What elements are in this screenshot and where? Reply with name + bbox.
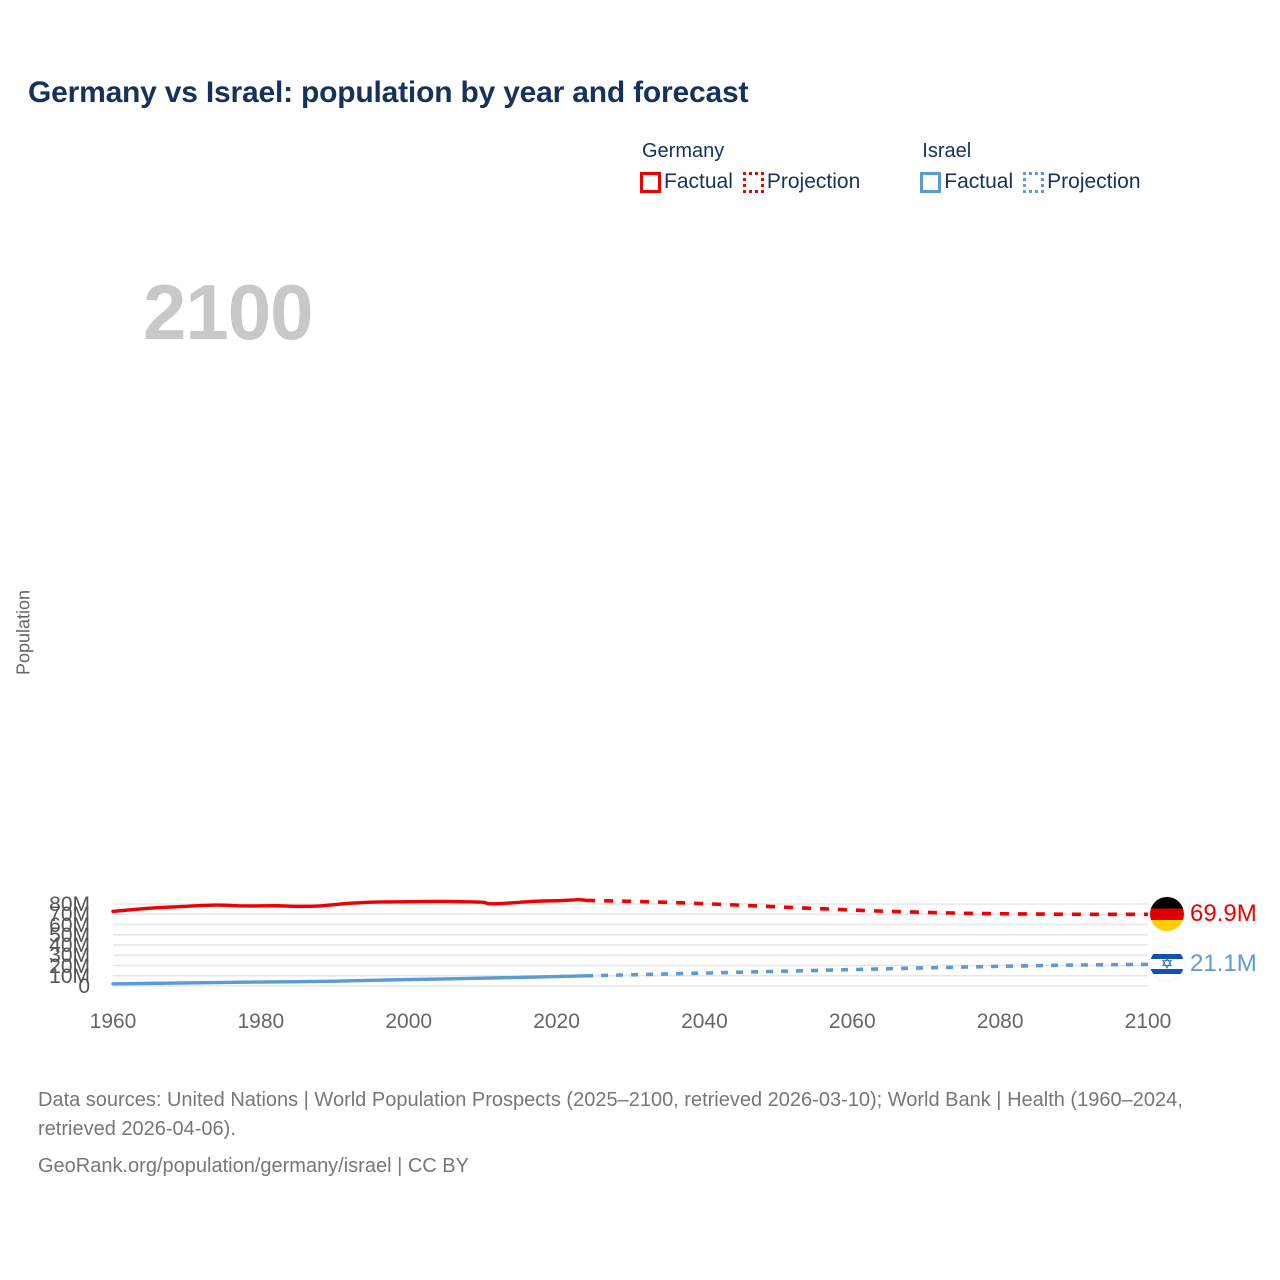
legend-item-israel-projection[interactable]: Projection — [1023, 170, 1141, 194]
israel-end-marker: ✡ 21.1M — [1150, 947, 1257, 982]
footer: Data sources: United Nations | World Pop… — [38, 1086, 1238, 1189]
israel-flag-icon: ✡ — [1150, 947, 1184, 982]
legend-country-germany: Germany — [642, 140, 725, 162]
legend-item-israel-factual[interactable]: Factual — [920, 170, 1013, 194]
x-tick-label: 2020 — [533, 1010, 580, 1033]
x-tick-label: 1960 — [89, 1010, 137, 1033]
x-tick-label: 2100 — [1124, 1010, 1172, 1033]
legend-label-germany-projection: Projection — [766, 170, 861, 193]
y-tick-label: 40M — [49, 934, 90, 957]
israel-end-value: 21.1M — [1190, 950, 1257, 978]
y-tick-label: 10M — [49, 964, 90, 988]
x-tick-label: 2060 — [828, 1010, 876, 1033]
y-tick-label: 60M — [49, 913, 90, 937]
legend-item-germany-factual[interactable]: Factual — [640, 170, 733, 194]
y-tick-label: 20M — [49, 954, 90, 978]
y-tick-label: 80M — [49, 893, 90, 916]
x-tick-label: 1980 — [237, 1010, 285, 1033]
data-sources-text: Data sources: United Nations | World Pop… — [38, 1089, 1183, 1140]
y-tick-label: 30M — [49, 944, 90, 968]
legend-country-israel: Israel — [922, 140, 972, 162]
legend-label-germany-factual: Factual — [664, 170, 733, 193]
x-tick-label: 2040 — [681, 1010, 728, 1033]
x-tick-label: 2000 — [385, 1010, 433, 1033]
germany-end-marker: 69.9M — [1150, 897, 1257, 932]
legend-group-israel: Israel Factual Projection — [920, 140, 1141, 194]
legend-label-israel-projection: Projection — [1047, 170, 1141, 193]
y-tick-label: 50M — [49, 923, 90, 947]
page-title: Germany vs Israel: population by year an… — [28, 76, 749, 109]
year-watermark: 2100 — [143, 268, 314, 356]
legend-group-germany: Germany Factual Projection — [640, 140, 860, 194]
y-tick-label: 0 — [78, 975, 90, 998]
x-tick-label: 2080 — [976, 1010, 1024, 1033]
legend-label-israel-factual: Factual — [944, 170, 1014, 193]
legend-swatch-dotted-icon — [742, 171, 764, 193]
legend-item-germany-projection[interactable]: Projection — [742, 170, 861, 194]
chart-legend: Germany Factual Projection Israel Factua… — [640, 140, 1141, 194]
germany-end-value: 69.9M — [1190, 900, 1257, 928]
germany-flag-icon — [1150, 897, 1184, 932]
attribution-text[interactable]: GeoRank.org/population/germany/israel | … — [38, 1155, 469, 1177]
legend-swatch-solid-icon — [640, 171, 661, 193]
y-tick-label: 70M — [49, 903, 90, 927]
legend-swatch-solid-icon — [920, 171, 942, 193]
legend-swatch-dotted-icon — [1023, 171, 1045, 193]
